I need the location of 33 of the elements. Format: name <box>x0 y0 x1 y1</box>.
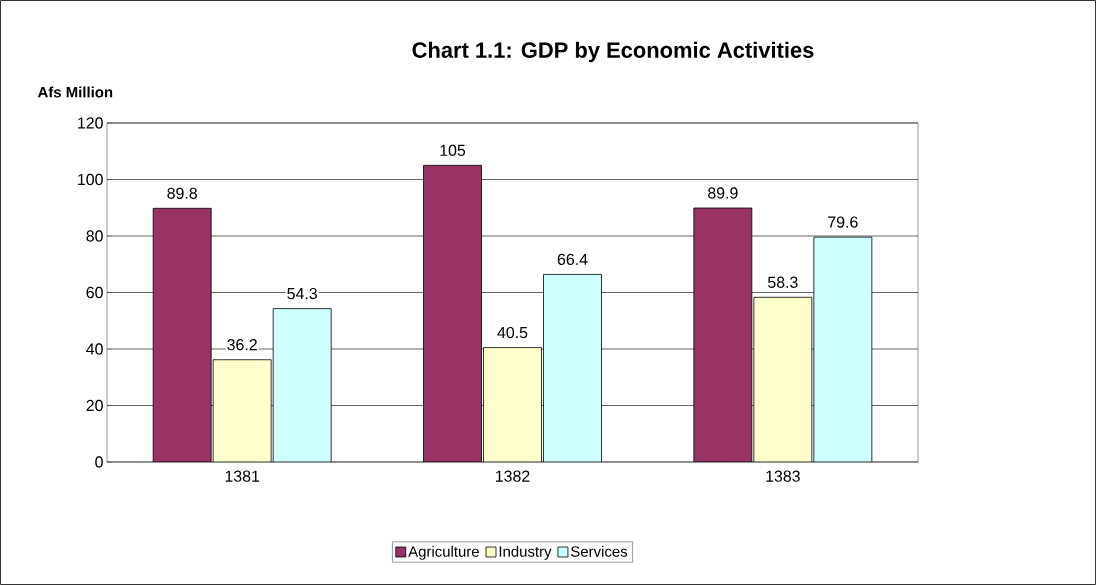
x-tick-label: 1381 <box>225 470 260 482</box>
x-tick-label: 1382 <box>495 470 530 482</box>
bar <box>212 359 272 462</box>
bar <box>483 347 542 462</box>
y-tick-label: 100 <box>78 173 103 186</box>
bar <box>272 308 332 462</box>
y-tick-label: 0 <box>95 456 103 468</box>
data-label: 89.8 <box>167 187 197 199</box>
legend-label: Agriculture <box>408 545 479 560</box>
y-tick-label: 60 <box>86 286 103 299</box>
data-label: 79.6 <box>828 216 858 228</box>
x-tick-label: 1383 <box>766 470 800 482</box>
data-label: 36.2 <box>227 339 257 351</box>
bar <box>543 274 602 462</box>
data-label: 66.4 <box>557 253 588 266</box>
data-label: 54.3 <box>287 287 317 300</box>
y-tick-label: 80 <box>86 230 103 242</box>
y-tick-label: 120 <box>78 117 103 129</box>
legend-label: Industry <box>499 545 552 560</box>
bar <box>693 207 753 462</box>
data-label: 58.3 <box>767 276 798 288</box>
bar <box>753 296 813 462</box>
legend-label: Services <box>571 545 628 557</box>
y-axis-title: Afs Million <box>37 86 113 98</box>
bar <box>813 236 873 462</box>
bar <box>423 164 482 462</box>
chart-title: Chart 1.1: GDP by Economic Activities <box>412 41 814 63</box>
data-label: 105 <box>440 144 466 156</box>
y-tick-label: 40 <box>86 343 103 355</box>
y-tick-label: 20 <box>86 399 103 412</box>
data-label: 89.9 <box>708 187 738 199</box>
bar <box>152 207 212 462</box>
data-label: 40.5 <box>497 326 528 339</box>
